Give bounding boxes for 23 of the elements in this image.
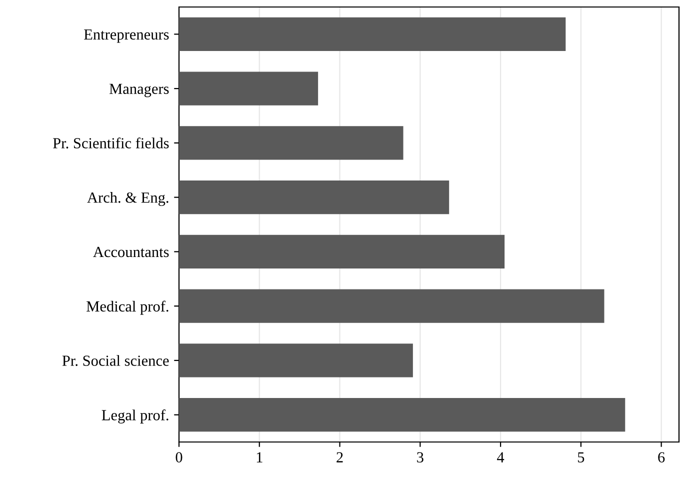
bar bbox=[179, 180, 450, 214]
y-tick-label: Pr. Scientific fields bbox=[53, 137, 169, 148]
x-tick-label: 4 bbox=[497, 452, 504, 462]
bar bbox=[179, 398, 626, 432]
y-tick-label: Medical prof. bbox=[86, 300, 168, 315]
x-tick-label: 6 bbox=[658, 452, 665, 462]
bar bbox=[179, 72, 318, 106]
bar bbox=[179, 17, 566, 52]
bar bbox=[179, 234, 505, 269]
y-tick-label: Accountants bbox=[93, 246, 169, 258]
y-tick-label: Pr. Social science bbox=[62, 355, 169, 366]
y-tick-label: Entrepreneurs bbox=[84, 29, 169, 43]
bar bbox=[179, 126, 404, 160]
x-tick-label: 0 bbox=[176, 452, 182, 462]
y-tick-label: Arch. & Eng. bbox=[87, 192, 168, 206]
x-tick-label: 5 bbox=[578, 452, 584, 462]
y-tick-label: Legal prof. bbox=[102, 409, 168, 424]
x-tick-label: 3 bbox=[417, 452, 424, 462]
x-tick-label: 1 bbox=[256, 452, 262, 462]
bar bbox=[179, 289, 604, 323]
x-tick-label: 2 bbox=[336, 452, 343, 462]
y-tick-label: Managers bbox=[109, 84, 169, 98]
bar bbox=[179, 344, 413, 378]
